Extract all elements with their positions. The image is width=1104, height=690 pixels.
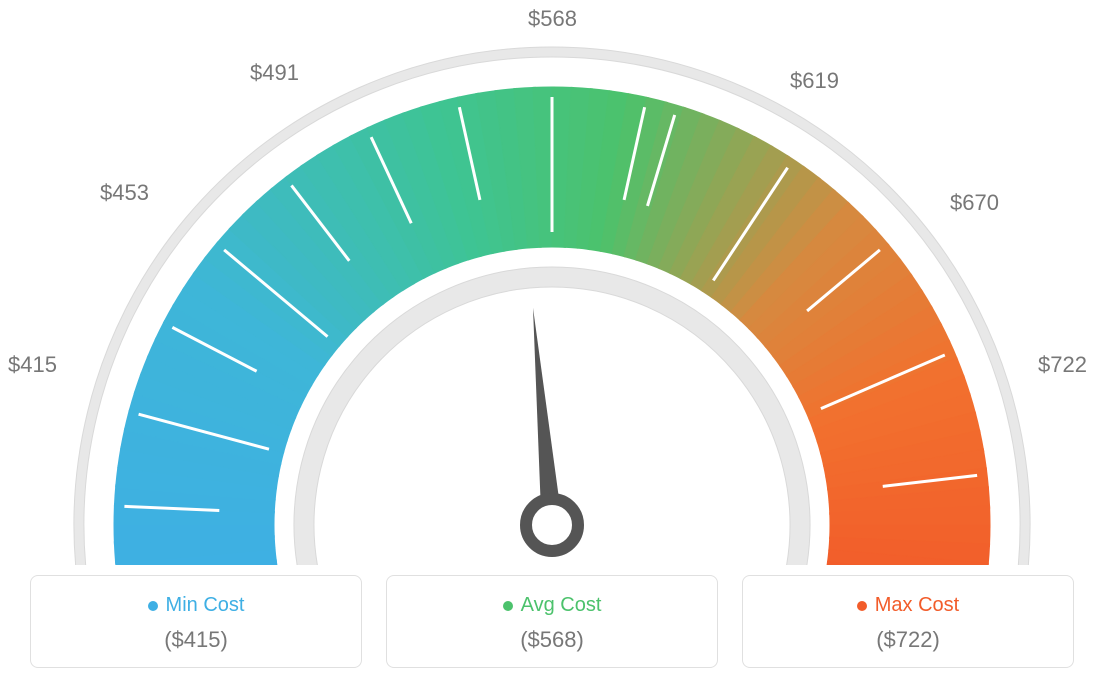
- legend-value: ($722): [753, 627, 1063, 653]
- scale-label: $453: [100, 180, 149, 206]
- legend-title: Max Cost: [753, 594, 1063, 617]
- legend-row: Min Cost ($415) Avg Cost ($568) Max Cost ($72…: [0, 575, 1104, 668]
- legend-value: ($415): [41, 627, 351, 653]
- legend-value: ($568): [397, 627, 707, 653]
- scale-label: $491: [250, 60, 299, 86]
- legend-title: Avg Cost: [397, 594, 707, 617]
- scale-label: $722: [1038, 352, 1087, 378]
- scale-label: $619: [790, 68, 839, 94]
- gauge-svg: [0, 0, 1104, 565]
- legend-label: Avg Cost: [521, 594, 602, 617]
- scale-label: $415: [8, 352, 57, 378]
- legend-title: Min Cost: [41, 594, 351, 617]
- legend-card-avg-cost: Avg Cost ($568): [386, 575, 718, 668]
- legend-card-max-cost: Max Cost ($722): [742, 575, 1074, 668]
- legend-label: Max Cost: [875, 594, 959, 617]
- gauge-chart: $415 $453 $491 $568 $619 $670 $722: [0, 0, 1104, 565]
- legend-label: Min Cost: [166, 594, 245, 617]
- legend-dot-icon: [148, 601, 158, 611]
- legend-dot-icon: [857, 601, 867, 611]
- legend-dot-icon: [503, 601, 513, 611]
- scale-label: $670: [950, 190, 999, 216]
- scale-label: $568: [528, 6, 577, 32]
- legend-card-min-cost: Min Cost ($415): [30, 575, 362, 668]
